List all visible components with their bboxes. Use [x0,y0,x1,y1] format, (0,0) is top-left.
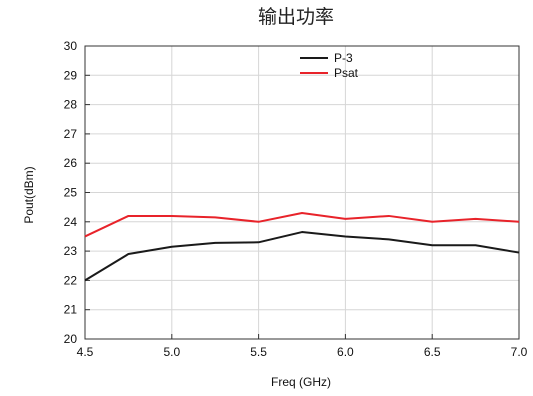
grid [85,46,519,339]
y-tick-label: 28 [64,98,78,112]
y-tick-label: 24 [64,215,78,229]
y-tick-label: 27 [64,127,78,141]
legend-label: P-3 [334,51,353,65]
y-tick-label: 29 [64,68,78,82]
y-tick-label: 23 [64,244,78,258]
x-tick-label: 6.5 [424,345,441,359]
series-line-p-3 [85,232,519,280]
y-tick-label: 25 [64,186,78,200]
x-tick-label: 5.5 [250,345,267,359]
y-tick-label: 21 [64,303,78,317]
y-tick-label: 20 [64,332,78,346]
x-tick-label: 7.0 [511,345,528,359]
y-tick-label: 22 [64,273,78,287]
x-tick-label: 6.0 [337,345,354,359]
x-tick-label: 5.0 [163,345,180,359]
chart-title: 输出功率 [258,6,334,28]
axis-ticks: 4.5 5.0 5.5 6.0 6.5 7.0 20 21 22 23 24 25 26 27 28 29 30 [64,39,528,359]
y-axis-label: Pout(dBm) [22,166,36,223]
legend-label: Psat [334,66,359,80]
x-tick-label: 4.5 [77,345,94,359]
series-lines [85,213,519,280]
y-tick-label: 26 [64,156,78,170]
y-tick-label: 30 [64,39,78,53]
x-axis-label: Freq (GHz) [271,375,331,389]
